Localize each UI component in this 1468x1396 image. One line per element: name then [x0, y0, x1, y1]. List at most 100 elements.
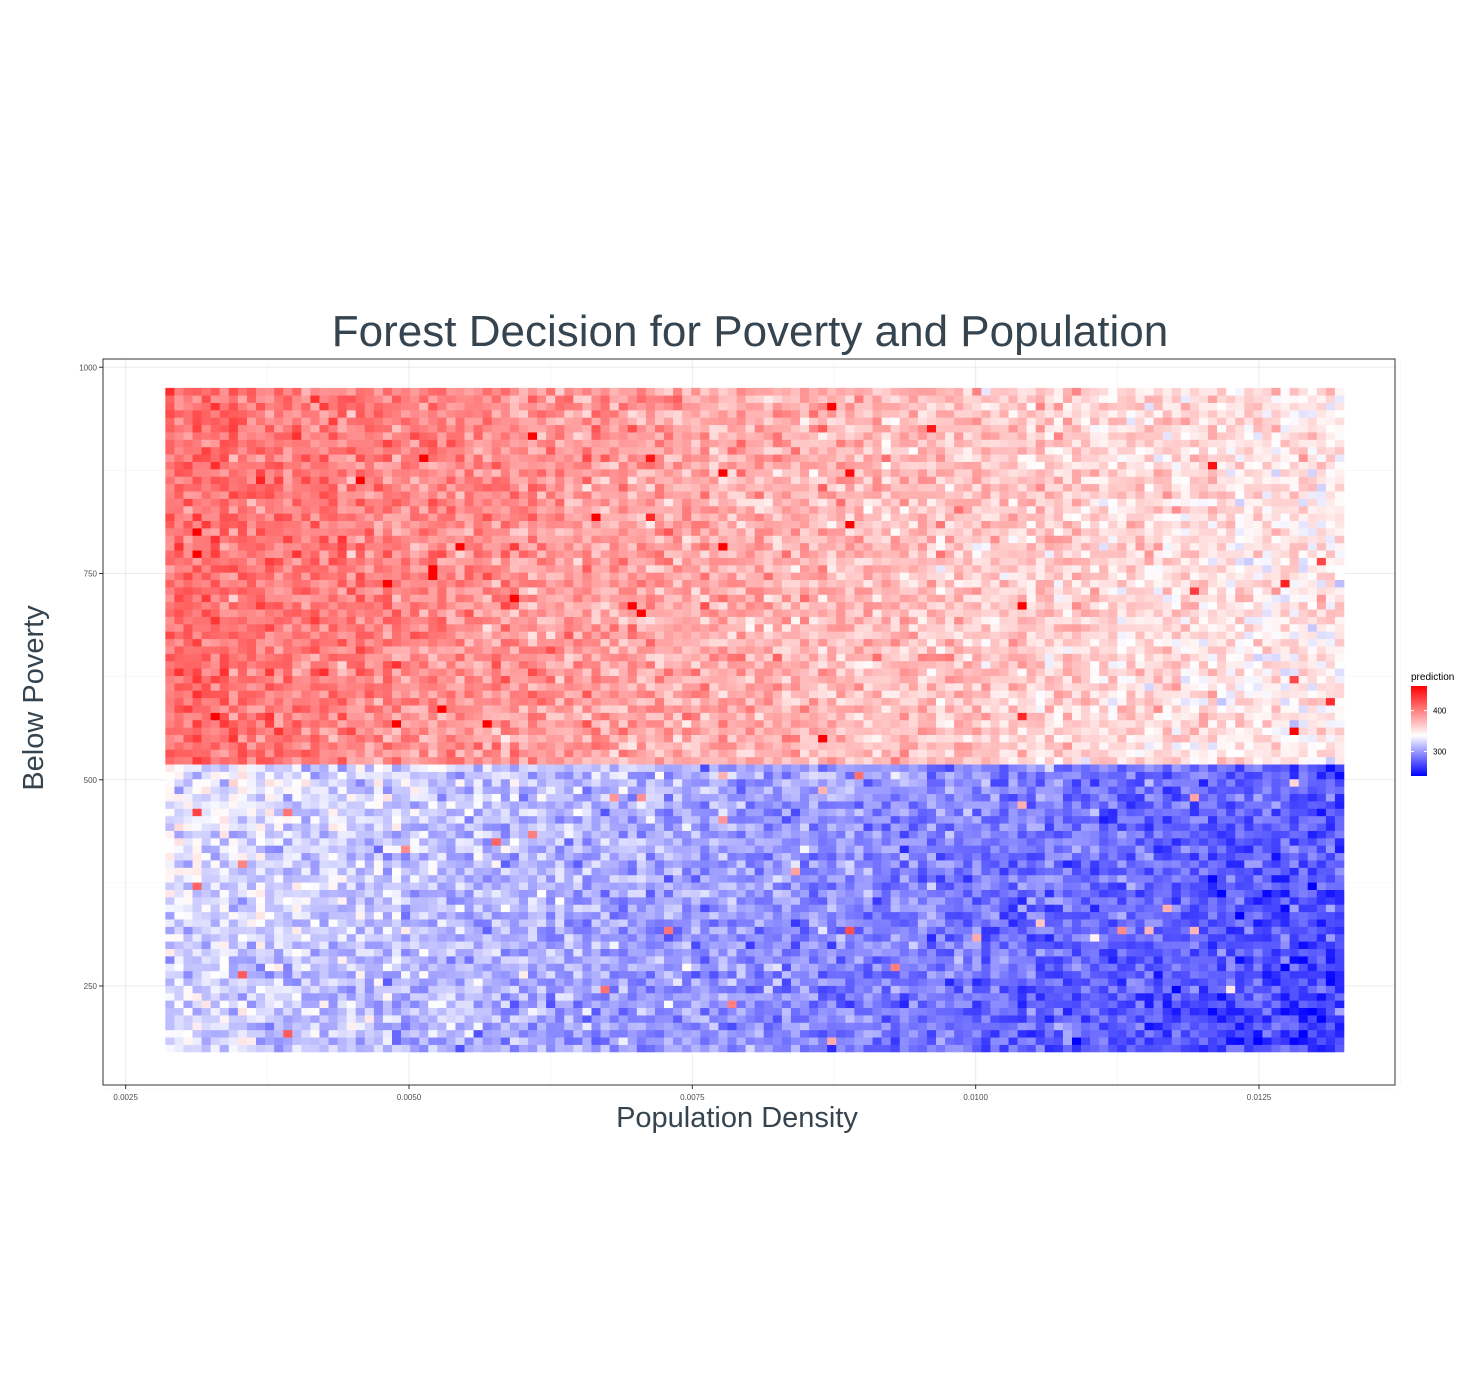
heatmap-cell — [1235, 786, 1244, 794]
heatmap-cell — [419, 927, 428, 935]
heatmap-cell — [1226, 949, 1235, 957]
heatmap-cell — [773, 919, 782, 927]
heatmap-cell — [827, 823, 836, 831]
heatmap-cell — [492, 934, 501, 942]
heatmap-cell — [927, 971, 936, 979]
heatmap-cell — [1181, 993, 1190, 1001]
heatmap-cell — [283, 1008, 292, 1016]
heatmap-cell — [555, 919, 564, 927]
heatmap-cell — [1117, 838, 1126, 846]
heatmap-cell — [700, 875, 709, 883]
heatmap-cell — [1299, 927, 1308, 935]
heatmap-cell — [909, 779, 918, 787]
heatmap-cell — [1281, 904, 1290, 912]
heatmap-cell — [755, 912, 764, 920]
heatmap-cell — [1299, 1030, 1308, 1038]
heatmap-cell — [1326, 963, 1335, 971]
heatmap-cell — [519, 823, 528, 831]
heatmap-cell — [691, 853, 700, 861]
heatmap-cell — [319, 764, 328, 772]
heatmap-cell — [338, 823, 347, 831]
heatmap-cell — [891, 831, 900, 839]
heatmap-cell — [909, 993, 918, 1001]
heatmap-cell — [873, 779, 882, 787]
heatmap-cell — [863, 831, 872, 839]
heatmap-cell — [319, 860, 328, 868]
heatmap-cell — [202, 897, 211, 905]
heatmap-cell — [809, 1008, 818, 1016]
heatmap-cell — [591, 978, 600, 986]
heatmap-cell — [854, 1008, 863, 1016]
heatmap-cell — [673, 808, 682, 816]
heatmap-cell — [183, 801, 192, 809]
heatmap-cell — [247, 860, 256, 868]
heatmap-cell — [619, 853, 628, 861]
heatmap-cell — [673, 794, 682, 802]
heatmap-cell — [827, 868, 836, 876]
heatmap-cell — [1172, 919, 1181, 927]
heatmap-cell — [981, 882, 990, 890]
heatmap-cell — [338, 986, 347, 994]
heatmap-cell — [664, 875, 673, 883]
heatmap-cell — [419, 1037, 428, 1045]
heatmap-cell — [981, 956, 990, 964]
heatmap-cell — [319, 949, 328, 957]
heatmap-cell — [1090, 941, 1099, 949]
heatmap-cell — [845, 875, 854, 883]
heatmap-cell — [465, 949, 474, 957]
heatmap-cell — [329, 993, 338, 1001]
heatmap-cell — [1018, 1022, 1027, 1030]
heatmap-cell — [727, 1015, 736, 1023]
heatmap-cell — [483, 1045, 492, 1053]
heatmap-cell — [1271, 993, 1280, 1001]
heatmap-cell — [664, 838, 673, 846]
heatmap-cell — [691, 927, 700, 935]
heatmap-cell — [691, 986, 700, 994]
heatmap-cell — [519, 794, 528, 802]
heatmap-cell — [791, 1030, 800, 1038]
heatmap-cell — [1290, 993, 1299, 1001]
heatmap-cell — [1045, 1022, 1054, 1030]
heatmap-cell — [555, 801, 564, 809]
heatmap-cell — [1045, 882, 1054, 890]
heatmap-cell — [1281, 808, 1290, 816]
heatmap-cell — [1271, 890, 1280, 898]
heatmap-cell — [555, 860, 564, 868]
heatmap-cell — [1172, 941, 1181, 949]
heatmap-cell — [528, 912, 537, 920]
heatmap-cell — [573, 823, 582, 831]
heatmap-cell — [1190, 912, 1199, 920]
heatmap-cell — [510, 772, 519, 780]
heatmap-cell — [1335, 949, 1344, 957]
heatmap-cell — [999, 882, 1008, 890]
heatmap-cell — [927, 978, 936, 986]
heatmap-cell — [782, 897, 791, 905]
heatmap-cell — [718, 845, 727, 853]
heatmap-cell — [301, 779, 310, 787]
heatmap-cell — [238, 808, 247, 816]
heatmap-cell — [646, 882, 655, 890]
heatmap-cell — [972, 860, 981, 868]
heatmap-cell — [1081, 890, 1090, 898]
heatmap-cell — [827, 1045, 836, 1053]
heatmap-cell — [1317, 882, 1326, 890]
heatmap-cell — [1154, 845, 1163, 853]
heatmap-cell — [501, 845, 510, 853]
heatmap-cell — [1135, 986, 1144, 994]
heatmap-cell — [183, 823, 192, 831]
heatmap-cell — [619, 1022, 628, 1030]
heatmap-cell — [628, 904, 637, 912]
heatmap-cell — [1317, 993, 1326, 1001]
heatmap-cell — [1027, 1037, 1036, 1045]
heatmap-cell — [202, 934, 211, 942]
heatmap-cell — [1262, 808, 1271, 816]
heatmap-cell — [1235, 860, 1244, 868]
heatmap-cell — [283, 1045, 292, 1053]
heatmap-cell — [1072, 1015, 1081, 1023]
heatmap-cell — [791, 1037, 800, 1045]
heatmap-cell — [174, 868, 183, 876]
heatmap-cell — [211, 831, 220, 839]
heatmap-cell — [265, 772, 274, 780]
heatmap-cell — [818, 934, 827, 942]
heatmap-cell — [356, 1030, 365, 1038]
